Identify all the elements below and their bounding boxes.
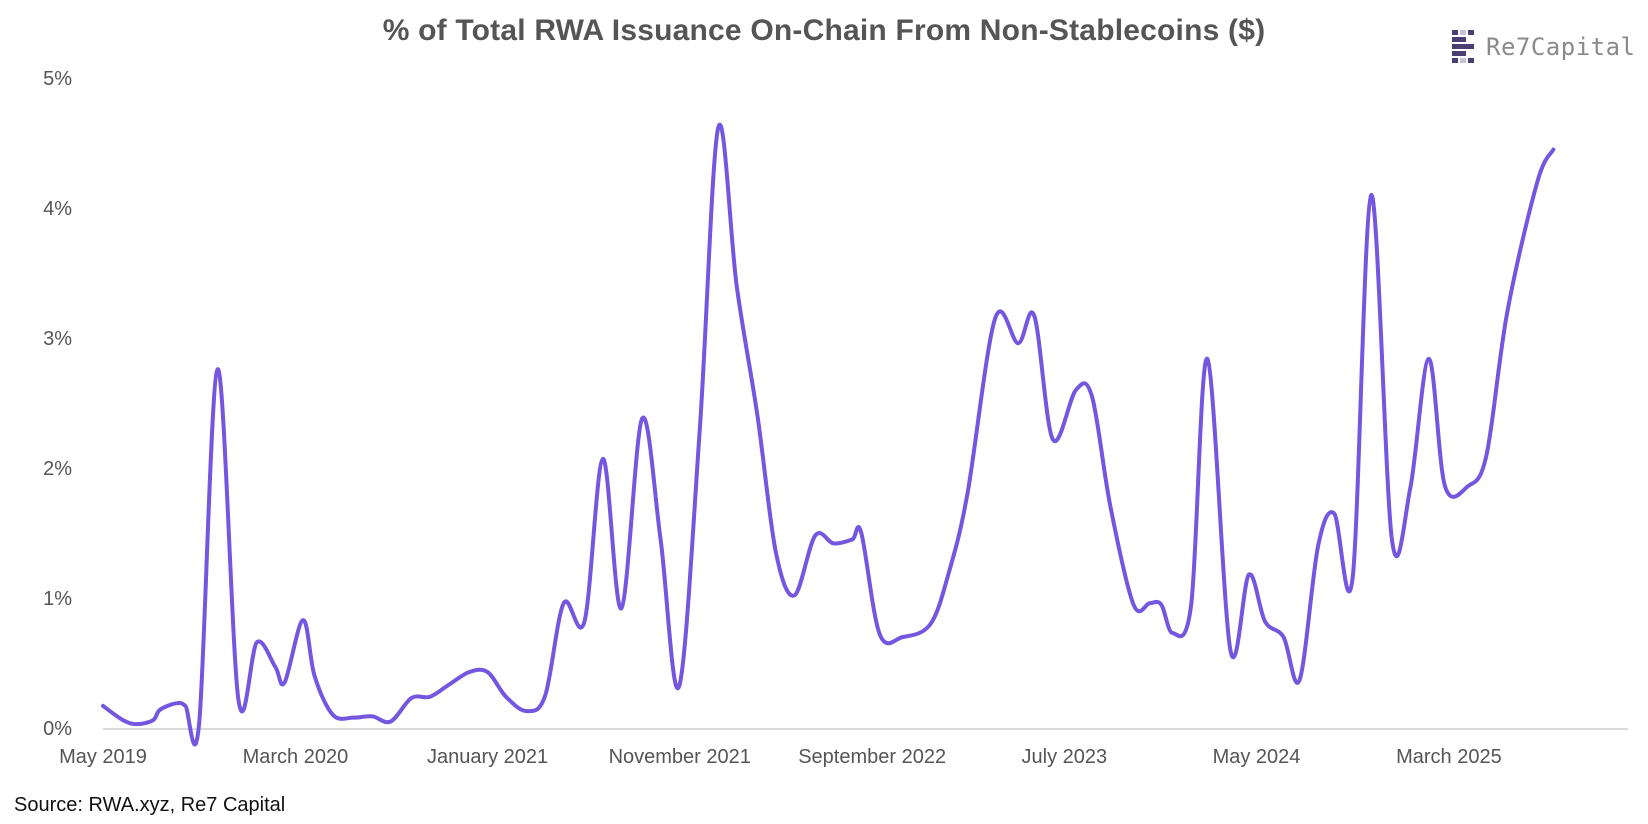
y-tick-label: 5% <box>43 68 72 90</box>
chart-title: % of Total RWA Issuance On-Chain From No… <box>382 14 1266 47</box>
series-group <box>101 122 1556 747</box>
y-tick-label: 2% <box>43 458 72 480</box>
y-tick-label: 4% <box>43 198 72 220</box>
x-tick-label: May 2019 <box>59 746 147 768</box>
y-axis-ticks: 0% 1% 2% 3% 4% 5% <box>43 68 72 740</box>
x-tick-label: January 2021 <box>427 746 548 768</box>
re7-logo-icon <box>1452 30 1474 63</box>
re7-capital-logo: Re7Capital <box>1452 30 1636 64</box>
x-tick-label: March 2020 <box>243 746 349 768</box>
x-tick-label: November 2021 <box>609 746 751 768</box>
x-tick-label: July 2023 <box>1022 746 1108 768</box>
x-axis-ticks: May 2019 March 2020 January 2021 November 2… <box>59 746 1502 768</box>
x-tick-label: March 2025 <box>1396 746 1502 768</box>
series-line <box>101 122 1556 747</box>
logo-text: Re7Capital <box>1486 33 1636 61</box>
x-tick-label: May 2024 <box>1213 746 1301 768</box>
source-note: Source: RWA.xyz, Re7 Capital <box>14 794 286 816</box>
y-tick-label: 3% <box>43 328 72 350</box>
x-tick-label: September 2022 <box>798 746 946 768</box>
y-tick-label: 0% <box>43 718 72 740</box>
y-tick-label: 1% <box>43 588 72 610</box>
